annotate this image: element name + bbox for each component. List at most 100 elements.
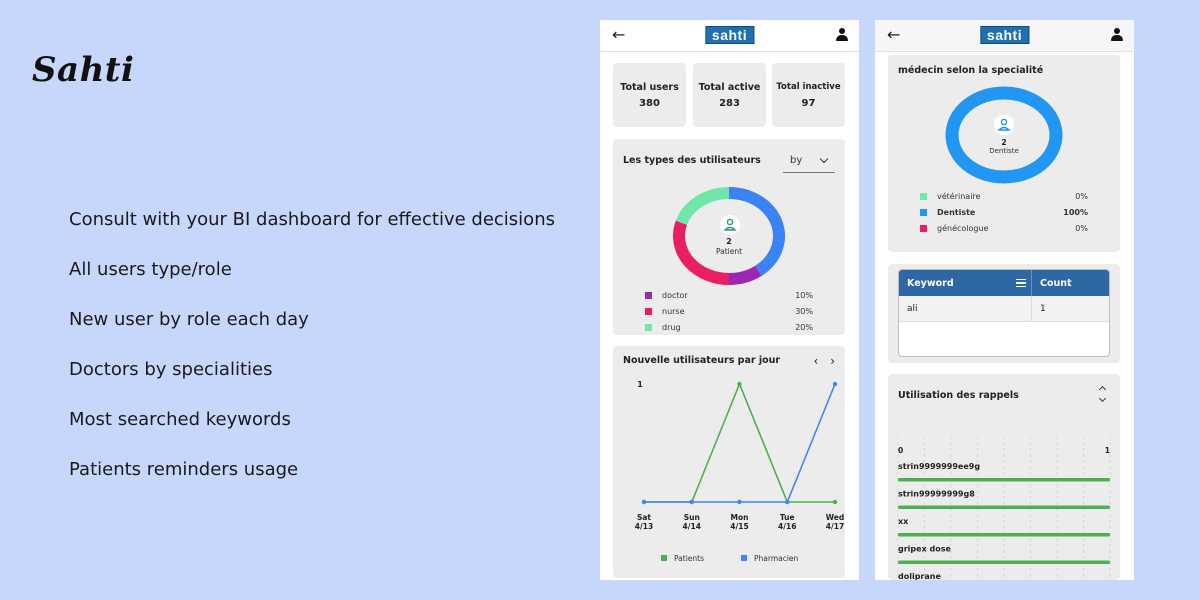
app-bar: ← sahti bbox=[600, 20, 859, 52]
data-point-pharmacien bbox=[832, 381, 838, 387]
menu-icon[interactable] bbox=[1016, 279, 1026, 288]
bar-label: doliprane bbox=[898, 572, 941, 580]
stat-card-total-active: Total active 283 bbox=[693, 63, 766, 127]
x-tick-label: Wed bbox=[826, 513, 844, 522]
donut-center-value: 2 bbox=[726, 237, 732, 246]
bar bbox=[898, 533, 1110, 537]
filter-dropdown-label: by bbox=[790, 155, 803, 166]
phone-screen-dashboard: ← sahti Total users 380 Total active 283… bbox=[600, 20, 859, 580]
legend-value: 30% bbox=[795, 307, 813, 316]
bar-label: strin9999999ee9g bbox=[898, 462, 980, 471]
user-types-card: Les types des utilisateurs by 2 Patient … bbox=[613, 139, 845, 335]
legend-item-nurse: nurse 30% bbox=[645, 306, 813, 318]
legend-swatch bbox=[645, 292, 652, 299]
keywords-card: Keyword Count ali 1 bbox=[888, 264, 1120, 363]
data-point-pharmacien bbox=[641, 499, 647, 505]
feature-item: Consult with your BI dashboard for effec… bbox=[69, 209, 555, 230]
legend-value: 0% bbox=[1075, 224, 1088, 233]
legend-item-drug: drug 20% bbox=[645, 322, 813, 334]
new-users-title: Nouvelle utilisateurs par jour bbox=[623, 355, 781, 366]
arrow-left-icon[interactable]: ← bbox=[612, 25, 626, 44]
legend-swatch bbox=[645, 308, 652, 315]
legend-swatch bbox=[661, 555, 667, 561]
chevron-right-icon[interactable]: › bbox=[830, 354, 835, 368]
axis-tick-label: 0 bbox=[898, 446, 903, 455]
x-tick-label: Sun bbox=[684, 513, 700, 522]
data-point-patients bbox=[737, 381, 742, 387]
stat-value: 283 bbox=[719, 98, 740, 109]
x-tick-label: 4/14 bbox=[683, 522, 701, 531]
legend-item-genecologue: génécologue 0% bbox=[920, 223, 1088, 235]
axis-tick-label: 1 bbox=[1105, 446, 1110, 455]
legend-swatch bbox=[920, 193, 927, 200]
data-point-pharmacien bbox=[785, 499, 790, 505]
filter-dropdown[interactable]: by bbox=[783, 151, 835, 173]
x-tick-label: 4/13 bbox=[635, 522, 653, 531]
legend-value: 100% bbox=[1063, 208, 1088, 217]
donut-center-value: 2 bbox=[1001, 138, 1007, 147]
bar bbox=[898, 478, 1110, 482]
stat-label: Total inactive bbox=[776, 82, 841, 92]
legend-label-pharmacien: Pharmacien bbox=[754, 554, 799, 563]
stat-card-total-inactive: Total inactive 97 bbox=[772, 63, 845, 127]
sahti-logo: sahti bbox=[704, 26, 755, 44]
specialty-donut-chart bbox=[945, 86, 1063, 184]
donut-center-label: Patient bbox=[715, 247, 743, 256]
x-tick-label: Mon bbox=[731, 513, 749, 522]
donut-segment-drug bbox=[675, 187, 730, 226]
bar-label: gripex dose bbox=[898, 545, 951, 554]
bar-label: strin99999999g8 bbox=[898, 490, 975, 499]
arrow-left-icon[interactable]: ← bbox=[887, 25, 901, 44]
legend-value: 20% bbox=[795, 323, 813, 332]
legend-label-patients: Patients bbox=[674, 554, 704, 563]
user-types-title: Les types des utilisateurs bbox=[623, 155, 761, 166]
column-header-count[interactable]: Count bbox=[1040, 278, 1072, 289]
bar bbox=[898, 505, 1110, 509]
bar bbox=[898, 560, 1110, 564]
legend-label: Dentiste bbox=[937, 208, 976, 217]
keywords-table: Keyword Count ali 1 bbox=[898, 269, 1110, 357]
user-icon[interactable] bbox=[835, 28, 849, 42]
phone-screen-stats: ← sahti médecin selon la specialité 2 De… bbox=[875, 20, 1134, 580]
legend-label: doctor bbox=[662, 291, 688, 300]
chevron-down-icon bbox=[819, 154, 829, 164]
donut-center-label: Dentiste bbox=[989, 147, 1019, 155]
cell-count: 1 bbox=[1040, 304, 1046, 314]
stat-label: Total active bbox=[698, 82, 761, 93]
stat-value: 97 bbox=[801, 98, 816, 109]
reminders-bar-chart: 0 1 strin9999999ee9g strin99999999g8 xx gripe… bbox=[897, 436, 1111, 580]
legend-swatch bbox=[741, 555, 747, 561]
legend-item-dentiste: Dentiste 100% bbox=[920, 207, 1088, 219]
data-point-pharmacien bbox=[689, 499, 694, 505]
x-tick-label: Tue bbox=[780, 513, 795, 522]
legend-label: génécologue bbox=[937, 224, 989, 233]
feature-item: All users type/role bbox=[69, 259, 232, 280]
specialty-title: médecin selon la specialité bbox=[898, 65, 1044, 76]
doctor-icon bbox=[994, 115, 1014, 135]
x-tick-label: 4/15 bbox=[730, 522, 748, 531]
feature-item: Most searched keywords bbox=[69, 409, 291, 430]
series-line-pharmacien bbox=[644, 383, 836, 503]
sahti-logo: sahti bbox=[979, 26, 1030, 44]
donut-segment-nurse bbox=[673, 220, 730, 285]
legend-swatch bbox=[920, 225, 927, 232]
y-tick-label: 1 bbox=[637, 380, 643, 389]
legend-swatch bbox=[920, 209, 927, 216]
chevron-left-icon[interactable]: ‹ bbox=[813, 354, 819, 368]
cell-keyword: ali bbox=[907, 304, 918, 314]
app-bar: ← sahti bbox=[875, 20, 1134, 52]
table-row[interactable]: ali 1 bbox=[899, 296, 1109, 322]
legend-label: nurse bbox=[662, 307, 685, 316]
column-header-keyword[interactable]: Keyword bbox=[907, 278, 954, 289]
feature-item: Patients reminders usage bbox=[69, 459, 299, 480]
new-users-card: Nouvelle utilisateurs par jour ‹ › 1 Sat 4… bbox=[613, 346, 845, 578]
donut-segment-patient bbox=[728, 187, 785, 276]
bar-label: xx bbox=[898, 517, 909, 526]
user-icon[interactable] bbox=[1110, 28, 1124, 42]
legend-value: 10% bbox=[795, 291, 813, 300]
table-header: Keyword Count bbox=[899, 270, 1109, 296]
legend-label: drug bbox=[662, 323, 681, 332]
stat-label: Total users bbox=[620, 82, 679, 93]
data-point-pharmacien bbox=[737, 499, 742, 505]
